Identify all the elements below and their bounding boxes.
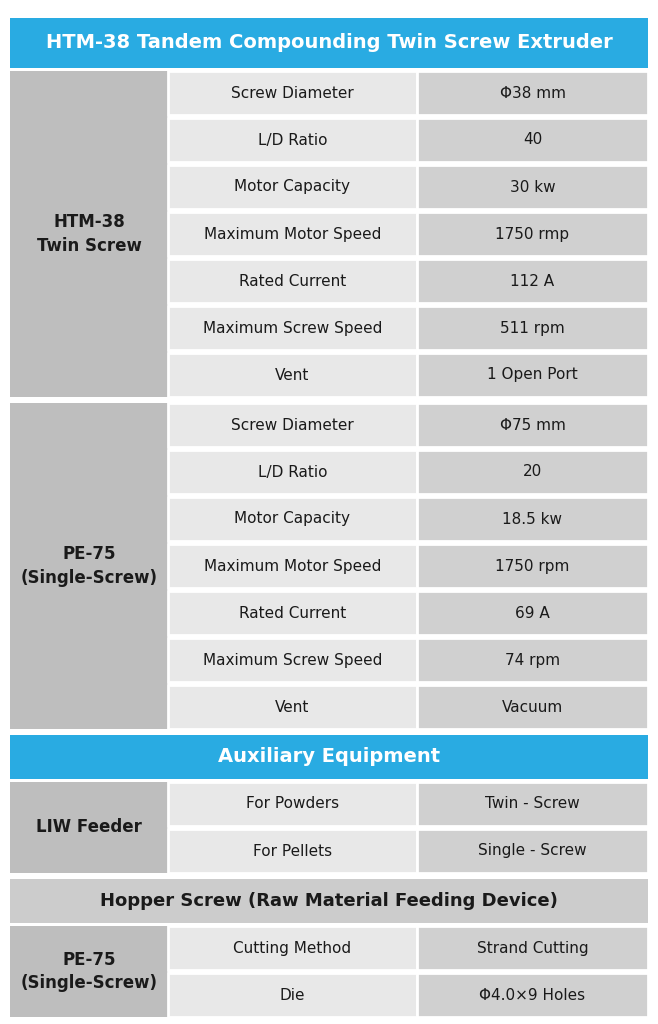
Bar [417, 782, 648, 826]
Text: Rated Current: Rated Current [239, 273, 346, 289]
Bar [417, 71, 648, 115]
Text: Twin - Screw: Twin - Screw [485, 797, 580, 811]
Bar [417, 118, 648, 162]
Bar [417, 926, 648, 970]
Bar [168, 118, 417, 162]
Bar [168, 71, 417, 115]
Text: 1 Open Port: 1 Open Port [487, 368, 578, 383]
Bar [10, 403, 168, 729]
Bar [168, 212, 417, 256]
Bar [10, 735, 648, 779]
Text: 69 A: 69 A [515, 605, 550, 621]
Text: 18.5 kw: 18.5 kw [503, 512, 563, 526]
Bar [10, 71, 168, 397]
Bar [168, 353, 417, 397]
Text: Screw Diameter: Screw Diameter [231, 85, 354, 100]
Text: Maximum Motor Speed: Maximum Motor Speed [204, 226, 381, 242]
Text: Maximum Motor Speed: Maximum Motor Speed [204, 558, 381, 573]
Bar [417, 973, 648, 1017]
Text: Strand Cutting: Strand Cutting [476, 940, 588, 955]
Text: Motor Capacity: Motor Capacity [234, 179, 351, 195]
Text: For Pellets: For Pellets [253, 844, 332, 858]
Bar [168, 403, 417, 447]
Bar [168, 450, 417, 494]
Bar [10, 879, 648, 923]
Text: L/D Ratio: L/D Ratio [258, 465, 327, 479]
Bar [168, 829, 417, 873]
Text: HTM-38 Tandem Compounding Twin Screw Extruder: HTM-38 Tandem Compounding Twin Screw Ext… [45, 34, 613, 52]
Bar [10, 18, 648, 68]
Text: 20: 20 [523, 465, 542, 479]
Bar [168, 926, 417, 970]
Text: Hopper Screw (Raw Material Feeding Device): Hopper Screw (Raw Material Feeding Devic… [100, 892, 558, 910]
Bar [168, 497, 417, 541]
Text: For Powders: For Powders [246, 797, 339, 811]
Bar [10, 782, 168, 873]
Bar [168, 591, 417, 635]
Text: HTM-38
Twin Screw: HTM-38 Twin Screw [37, 213, 141, 255]
Bar [168, 544, 417, 588]
Text: 1750 rpm: 1750 rpm [495, 558, 570, 573]
Text: L/D Ratio: L/D Ratio [258, 132, 327, 147]
Bar [168, 638, 417, 682]
Bar [417, 450, 648, 494]
Bar [417, 591, 648, 635]
Text: 112 A: 112 A [511, 273, 555, 289]
Bar [417, 829, 648, 873]
Bar [417, 212, 648, 256]
Bar [168, 165, 417, 209]
Bar [417, 353, 648, 397]
Text: Motor Capacity: Motor Capacity [234, 512, 351, 526]
Text: PE-75
(Single-Screw): PE-75 (Single-Screw) [20, 545, 157, 587]
Bar [417, 259, 648, 303]
Text: 511 rpm: 511 rpm [500, 321, 565, 336]
Text: Cutting Method: Cutting Method [234, 940, 351, 955]
Text: LIW Feeder: LIW Feeder [36, 818, 142, 837]
Text: PE-75
(Single-Screw): PE-75 (Single-Screw) [20, 950, 157, 992]
Text: Vent: Vent [275, 699, 310, 715]
Text: Φ75 mm: Φ75 mm [499, 418, 565, 432]
Text: Maximum Screw Speed: Maximum Screw Speed [203, 652, 382, 668]
Text: Auxiliary Equipment: Auxiliary Equipment [218, 748, 440, 767]
Bar [417, 638, 648, 682]
Bar [168, 259, 417, 303]
Text: 30 kw: 30 kw [510, 179, 555, 195]
Bar [417, 497, 648, 541]
Bar [10, 926, 168, 1017]
Bar [168, 973, 417, 1017]
Text: Single - Screw: Single - Screw [478, 844, 587, 858]
Bar [168, 685, 417, 729]
Text: 1750 rmp: 1750 rmp [495, 226, 570, 242]
Text: Maximum Screw Speed: Maximum Screw Speed [203, 321, 382, 336]
Bar [417, 544, 648, 588]
Bar [168, 782, 417, 826]
Bar [417, 306, 648, 350]
Text: Vacuum: Vacuum [502, 699, 563, 715]
Text: Vent: Vent [275, 368, 310, 383]
Text: Die: Die [280, 987, 305, 1002]
Text: 74 rpm: 74 rpm [505, 652, 560, 668]
Text: Φ38 mm: Φ38 mm [499, 85, 565, 100]
Bar [417, 165, 648, 209]
Text: Screw Diameter: Screw Diameter [231, 418, 354, 432]
Bar [417, 685, 648, 729]
Text: Φ4.0×9 Holes: Φ4.0×9 Holes [480, 987, 586, 1002]
Text: Rated Current: Rated Current [239, 605, 346, 621]
Bar [417, 403, 648, 447]
Bar [168, 306, 417, 350]
Text: 40: 40 [523, 132, 542, 147]
